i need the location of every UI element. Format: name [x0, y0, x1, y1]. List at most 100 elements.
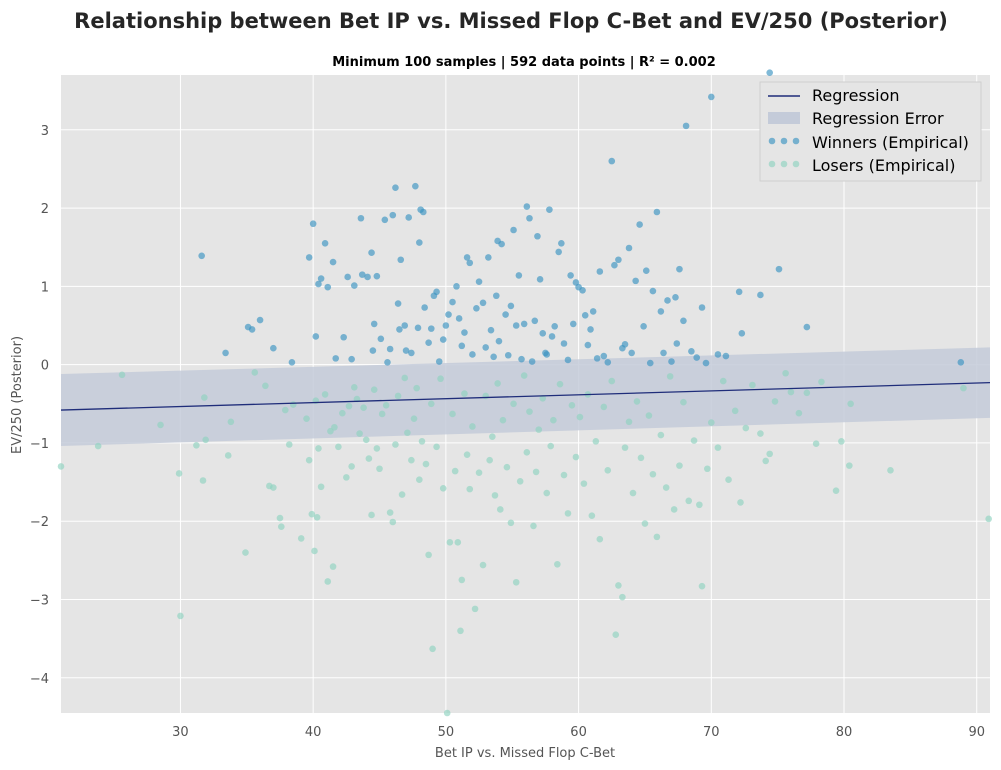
loser-point [479, 561, 487, 569]
loser-point [365, 455, 373, 462]
loser-point [382, 402, 390, 409]
winner-point [321, 240, 329, 247]
loser-point [512, 578, 520, 586]
winner-point [389, 211, 397, 219]
y-tick-label: 2 [41, 202, 49, 217]
x-tick-label: 50 [438, 725, 455, 740]
winner-point [698, 304, 706, 311]
loser-point [469, 423, 476, 430]
winner-point [427, 325, 435, 332]
winner-point [555, 248, 562, 256]
loser-point [708, 419, 715, 426]
loser-point [376, 465, 383, 473]
loser-point [368, 511, 375, 519]
winner-point [248, 326, 256, 333]
loser-point [389, 518, 397, 526]
winner-point [520, 320, 528, 328]
winner-point [392, 184, 399, 192]
winner-point [569, 320, 577, 328]
loser-point [523, 449, 531, 456]
loser-point [463, 451, 471, 458]
winner-point [394, 300, 402, 307]
winner-point [581, 312, 589, 319]
loser-point [560, 471, 568, 479]
points-layer [57, 69, 992, 717]
winner-point [198, 252, 205, 260]
winner-point [708, 93, 715, 101]
winner-point [560, 340, 568, 347]
winner-point [461, 329, 468, 336]
winner-point [405, 214, 413, 221]
winner-point [636, 221, 643, 228]
winner-point [475, 278, 483, 285]
loser-point [227, 418, 235, 426]
winner-point [587, 326, 594, 333]
winner-point [738, 330, 746, 337]
loser-point [666, 373, 674, 380]
winner-point [702, 359, 710, 367]
loser-point [503, 463, 511, 471]
winner-point [401, 322, 409, 329]
loser-point [451, 467, 459, 475]
winner-point [543, 351, 551, 358]
loser-point [321, 391, 329, 398]
loser-point [641, 520, 649, 527]
winner-point [381, 216, 389, 224]
legend-winners-dot [768, 137, 776, 145]
loser-point [838, 438, 845, 445]
loser-point [530, 522, 537, 530]
loser-point [281, 406, 289, 414]
winner-point [493, 292, 500, 300]
loser-point [482, 392, 489, 400]
winner-point [358, 271, 366, 278]
y-tick-label: −3 [30, 593, 49, 608]
winner-point [539, 330, 547, 337]
winner-point [558, 240, 565, 247]
loser-point [818, 378, 825, 386]
loser-point [386, 509, 394, 516]
loser-point [547, 442, 555, 450]
loser-point [698, 582, 706, 590]
loser-point [604, 467, 612, 474]
winner-point [373, 272, 381, 280]
loser-point [311, 547, 318, 555]
loser-point [454, 539, 462, 546]
loser-point [615, 582, 622, 589]
winner-point [534, 232, 541, 240]
loser-point [520, 372, 528, 379]
y-axis-label: EV/250 (Posterior) [10, 336, 25, 454]
loser-point [425, 551, 432, 559]
winner-point [596, 268, 604, 275]
loser-point [439, 485, 447, 492]
loser-point [429, 645, 436, 653]
loser-point [757, 430, 764, 437]
loser-point [177, 612, 184, 620]
winner-point [649, 287, 657, 295]
winner-point [463, 254, 471, 261]
winner-point [625, 244, 633, 252]
loser-point [418, 438, 426, 445]
loser-point [278, 523, 285, 530]
loser-point [471, 605, 479, 613]
winner-point [402, 347, 410, 354]
loser-point [398, 491, 406, 498]
loser-point [289, 401, 297, 408]
loser-point [362, 436, 370, 444]
loser-point [305, 456, 313, 464]
winner-point [766, 69, 773, 76]
winner-point [593, 355, 601, 362]
legend-regression-error-label: Regression Error [812, 109, 944, 128]
winner-point [615, 256, 622, 264]
winner-point [473, 304, 480, 312]
winner-point [653, 208, 661, 216]
loser-point [554, 560, 561, 568]
winner-point [350, 282, 358, 289]
loser-point [285, 441, 293, 448]
loser-point [600, 403, 608, 411]
y-tick-label: −1 [30, 437, 49, 452]
loser-point [832, 487, 840, 494]
x-tick-label: 60 [570, 725, 587, 740]
loser-point [202, 436, 209, 444]
loser-point [348, 463, 355, 470]
winner-point [526, 214, 533, 222]
